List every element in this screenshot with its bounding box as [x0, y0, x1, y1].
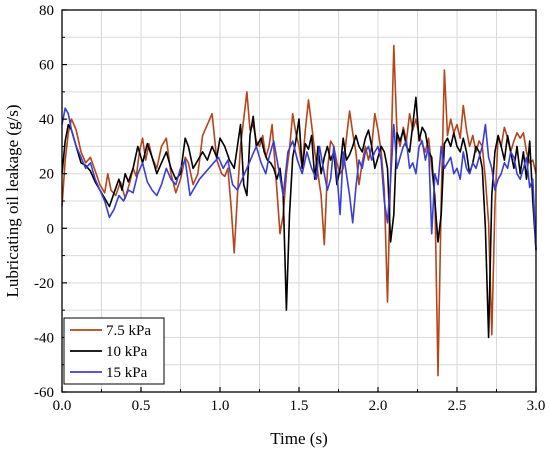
series-line-10-kpa — [61, 96, 537, 339]
x-tick-label: 2.5 — [448, 398, 467, 414]
x-tick-label: 1.5 — [290, 398, 309, 414]
legend-label-15-kpa: 15 kPa — [106, 365, 148, 381]
y-tick-label: 0 — [47, 221, 55, 237]
legend: 7.5 kPa 10 kPa 15 kPa — [63, 317, 165, 385]
tick-labels: 0.0 0.5 1.0 1.5 2.0 2.5 3.0 -60 -40 -20 0 20 40 60 80 — [34, 3, 545, 414]
y-tick-label: -60 — [34, 385, 54, 401]
x-tick-label: 0.0 — [53, 398, 72, 414]
x-tick-label: 2.0 — [369, 398, 388, 414]
y-tick-label: -20 — [34, 276, 54, 292]
x-tick-label: 3.0 — [527, 398, 546, 414]
y-tick-label: 80 — [39, 3, 54, 19]
legend-label-10-kpa: 10 kPa — [106, 344, 148, 360]
series-line-15-kpa — [61, 107, 537, 251]
x-axis-title: Time (s) — [270, 429, 327, 448]
x-tick-label: 1.0 — [211, 398, 230, 414]
legend-label-7-5-kpa: 7.5 kPa — [106, 323, 151, 339]
y-tick-label: -40 — [34, 330, 54, 346]
y-tick-label: 20 — [39, 167, 54, 183]
series-lines — [61, 44, 537, 377]
y-axis-title: Lubricating oil leakage (g/s) — [3, 104, 22, 297]
y-tick-label: 40 — [39, 112, 54, 128]
y-tick-label: 60 — [39, 58, 54, 74]
x-tick-label: 0.5 — [132, 398, 151, 414]
